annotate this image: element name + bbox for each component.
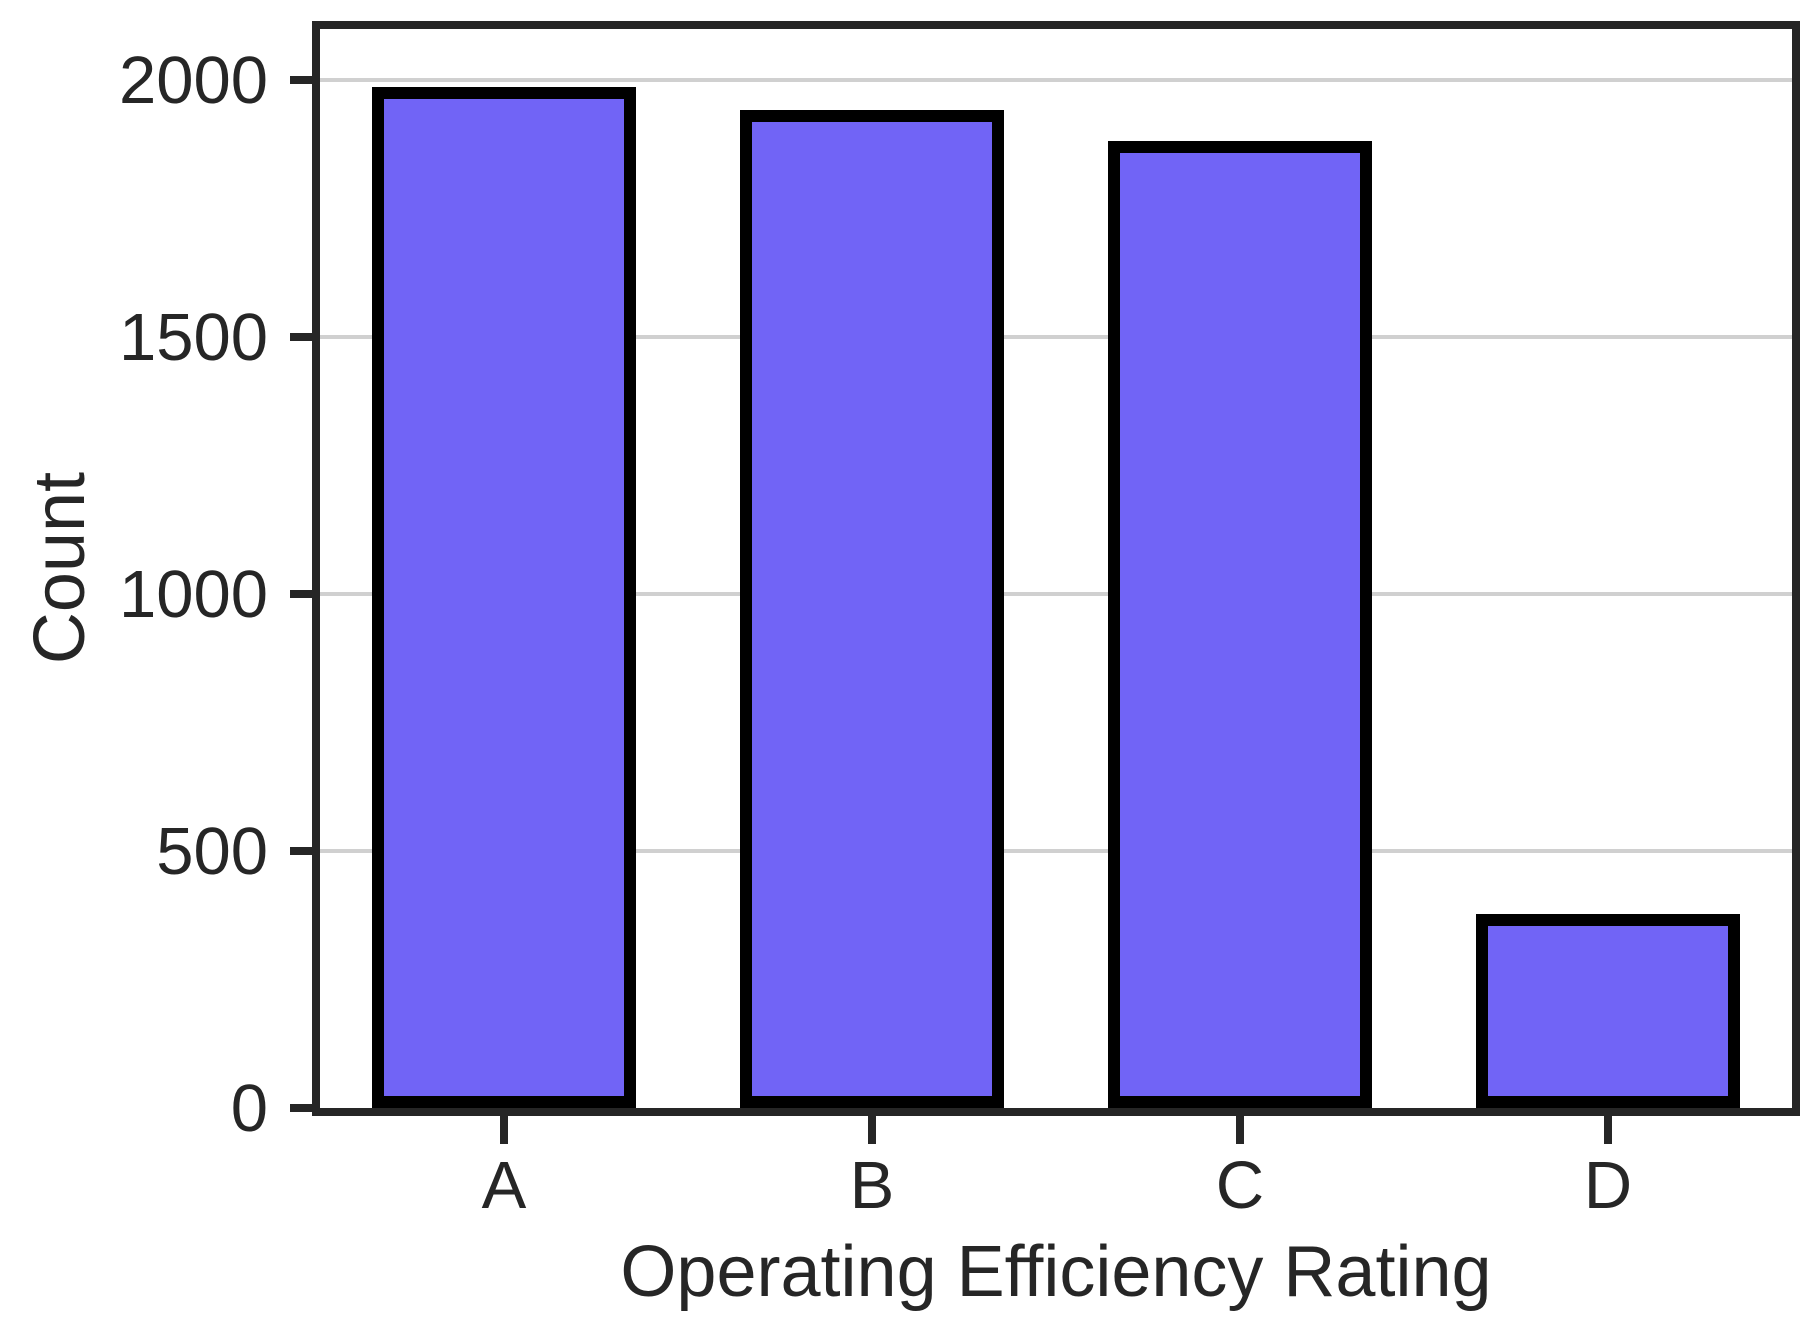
x-tick-label-B: B xyxy=(849,1148,895,1223)
x-tick-label-C: C xyxy=(1215,1148,1265,1223)
x-tick-mark-D xyxy=(1604,1116,1612,1144)
x-tick-label-A: A xyxy=(481,1148,527,1223)
y-tick-mark-500 xyxy=(290,847,320,856)
gridline-y-1500 xyxy=(320,335,1792,340)
gridline-y-1000 xyxy=(320,592,1792,597)
y-tick-mark-2000 xyxy=(290,76,320,85)
y-axis-title: Count xyxy=(20,471,100,665)
x-tick-mark-A xyxy=(500,1116,508,1144)
y-tick-label-2000: 2000 xyxy=(118,43,268,119)
x-tick-label-D: D xyxy=(1583,1148,1633,1223)
y-tick-mark-1000 xyxy=(290,590,320,599)
x-tick-mark-C xyxy=(1236,1116,1244,1144)
y-tick-mark-0 xyxy=(290,1104,320,1112)
bar-B xyxy=(740,110,1004,1108)
x-tick-mark-B xyxy=(868,1116,876,1144)
plot-area xyxy=(320,29,1792,1108)
y-tick-label-1500: 1500 xyxy=(118,300,268,376)
bar-A xyxy=(372,87,636,1108)
gridline-y-2000 xyxy=(320,78,1792,83)
gridline-y-500 xyxy=(320,849,1792,854)
bar-C xyxy=(1108,141,1372,1108)
bar-D xyxy=(1476,914,1740,1108)
y-tick-label-0: 0 xyxy=(230,1071,268,1146)
x-axis-title: Operating Efficiency Rating xyxy=(620,1232,1492,1312)
y-tick-label-500: 500 xyxy=(156,814,268,890)
y-tick-mark-1500 xyxy=(290,333,320,342)
